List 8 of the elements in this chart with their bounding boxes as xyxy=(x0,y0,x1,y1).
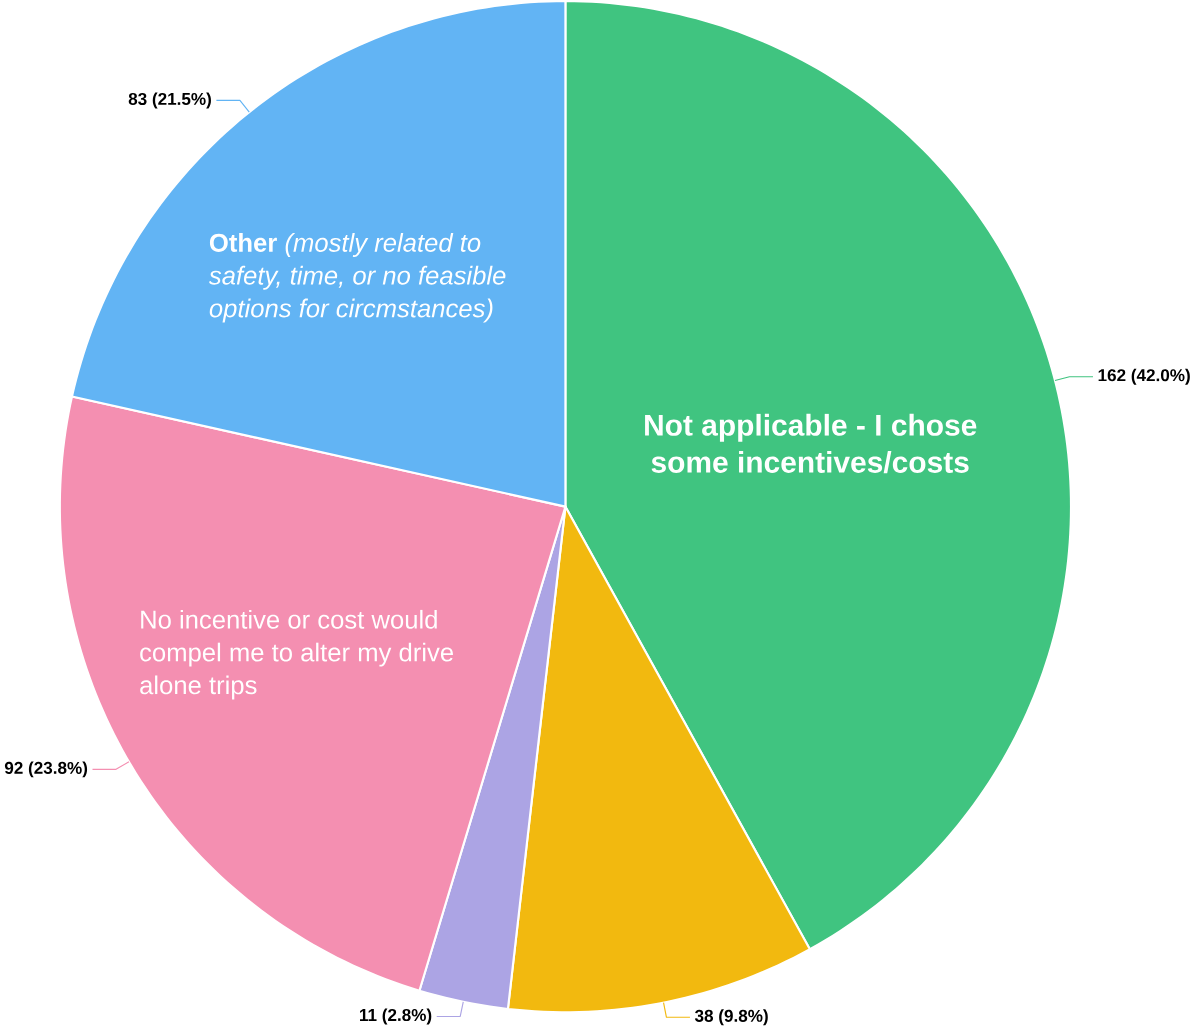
data-label: 83 (21.5%) xyxy=(128,92,211,109)
data-label: 162 (42.0%) xyxy=(1098,368,1190,385)
data-label: 11 (2.8%) xyxy=(360,1008,432,1025)
slice-label: Other (mostly related to safety, time, or no feasible options for circmstances) xyxy=(208,233,506,323)
data-label: 38 (9.8%) xyxy=(694,1009,768,1026)
data-label: 92 (23.8%) xyxy=(4,761,88,778)
slice-label: Not applicable - I chose some incentives/costs xyxy=(645,414,977,474)
slice-label: No incentive or cost would compel me to alter my drive alone trips xyxy=(140,610,453,700)
